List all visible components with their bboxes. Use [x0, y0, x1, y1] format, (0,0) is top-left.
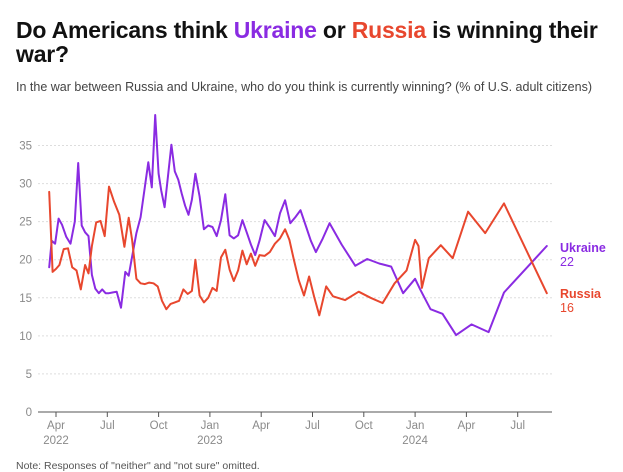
title-part-2: or: [316, 17, 352, 43]
x-tick-label-jan-2024: Jan: [406, 420, 425, 432]
chart-subtitle: In the war between Russia and Ukraine, w…: [16, 80, 592, 94]
y-tick-label-20: 20: [19, 255, 32, 267]
y-tick-label-30: 30: [19, 179, 32, 191]
x-tick-label-apr: Apr: [457, 420, 475, 432]
x-tick-label-jul: Jul: [305, 420, 320, 432]
end-label-russia: Russia: [560, 287, 602, 301]
x-tick-label-oct: Oct: [150, 420, 169, 432]
x-tick-label-oct: Oct: [355, 420, 374, 432]
x-tick-label-jul: Jul: [510, 420, 525, 432]
series-line-russia: [48, 185, 548, 317]
y-tick-label-0: 0: [26, 407, 32, 419]
y-tick-label-15: 15: [19, 293, 32, 305]
x-tick-year-2022: 2022: [43, 435, 69, 447]
x-tick-label-apr: Apr: [252, 420, 270, 432]
x-tick-label-apr-2022: Apr: [47, 420, 65, 432]
end-value-russia: 16: [560, 301, 574, 315]
series-line-ukraine: [48, 114, 548, 337]
title-russia: Russia: [351, 17, 426, 43]
x-tick-year-2023: 2023: [197, 435, 223, 447]
chart-note: Note: Responses of "neither" and "not su…: [16, 460, 260, 472]
x-tick-year-2024: 2024: [402, 435, 428, 447]
title-part-3: is winning their war?: [16, 17, 598, 67]
end-label-ukraine: Ukraine: [560, 241, 606, 255]
title-ukraine: Ukraine: [233, 17, 317, 43]
title-part-1: Do Americans think: [16, 17, 234, 43]
chart-title: Do Americans think Ukraine or Russia is …: [16, 18, 616, 66]
x-tick-label-jan-2023: Jan: [201, 420, 220, 432]
x-tick-label-jul: Jul: [100, 420, 115, 432]
end-value-ukraine: 22: [560, 255, 574, 269]
y-tick-label-35: 35: [19, 141, 32, 153]
y-tick-label-25: 25: [19, 217, 32, 229]
y-tick-label-5: 5: [26, 369, 32, 381]
y-tick-label-10: 10: [19, 331, 32, 343]
